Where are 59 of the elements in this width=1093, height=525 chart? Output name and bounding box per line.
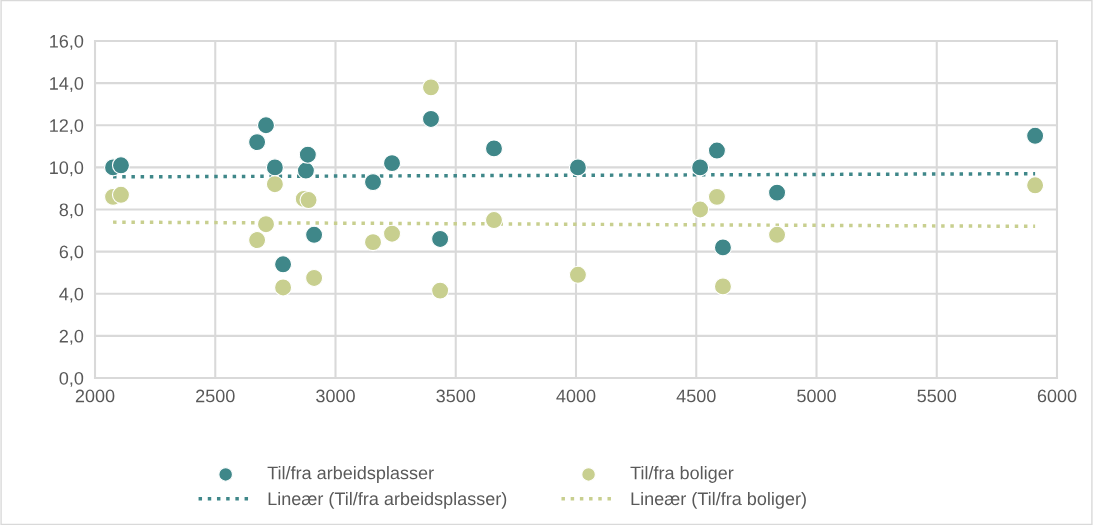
point <box>256 116 276 135</box>
y-tick-label: 12,0 <box>50 119 84 135</box>
x-tick-label: 5500 <box>917 389 957 403</box>
point <box>111 185 131 204</box>
point <box>248 133 267 152</box>
point <box>431 229 450 249</box>
x-tick-label: 5000 <box>797 389 836 403</box>
x-tick-label: 2000 <box>75 389 115 403</box>
point <box>767 183 787 202</box>
point <box>1026 126 1045 145</box>
y-tick-label: 4,0 <box>59 287 84 303</box>
y-tick-label: 14,0 <box>50 77 84 92</box>
point <box>274 278 293 297</box>
point <box>256 215 276 234</box>
point <box>484 139 504 158</box>
y-tick-label: 6,0 <box>59 245 84 261</box>
point <box>111 156 131 175</box>
point <box>382 224 402 243</box>
point <box>382 154 402 173</box>
x-tick-label: 4500 <box>676 389 716 403</box>
y-tick-label: 8,0 <box>59 203 84 219</box>
legend-label: Til/fra arbeidsplasser <box>267 466 434 483</box>
y-tick-label: 16,0 <box>50 34 84 50</box>
point <box>707 187 726 206</box>
y-tick-label: 2,0 <box>59 329 84 345</box>
point <box>568 158 587 177</box>
x-tick-label: 2500 <box>196 389 235 403</box>
point <box>421 78 441 97</box>
x-tick-label: 3500 <box>436 389 476 403</box>
point <box>265 175 284 194</box>
point <box>305 225 324 244</box>
point <box>305 268 324 288</box>
point <box>767 225 787 244</box>
point <box>299 190 318 210</box>
point <box>265 158 284 177</box>
point <box>691 158 710 177</box>
legend-label: Lineær (Til/fra arbeidsplasser) <box>268 491 507 509</box>
x-tick-label: 3000 <box>316 389 355 403</box>
point <box>484 210 504 230</box>
x-tick-label: 4000 <box>556 389 596 403</box>
point <box>248 230 267 250</box>
x-tick-label: 6000 <box>1037 389 1077 403</box>
point <box>431 281 450 300</box>
point <box>713 238 733 257</box>
point <box>1026 176 1045 195</box>
point <box>421 109 441 128</box>
legend-label: Til/fra boliger <box>630 466 734 483</box>
point <box>707 141 726 160</box>
y-tick-label: 0,0 <box>59 371 84 387</box>
point <box>363 233 383 252</box>
point <box>298 145 317 164</box>
point <box>568 265 587 284</box>
point <box>296 161 315 180</box>
legend-label: Lineær (Til/fra boliger) <box>631 491 806 509</box>
y-tick-label: 10,0 <box>50 161 84 177</box>
point <box>274 255 293 274</box>
point <box>363 173 383 192</box>
point <box>713 277 733 296</box>
point <box>691 200 710 219</box>
